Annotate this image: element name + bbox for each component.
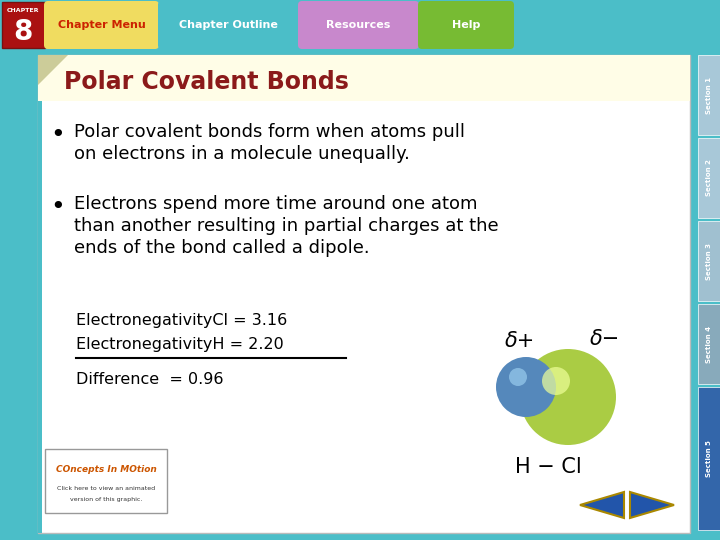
Text: ends of the bond called a dipole.: ends of the bond called a dipole. [74,239,369,257]
Text: •: • [50,195,66,219]
Text: Difference  = 0.96: Difference = 0.96 [76,373,223,388]
Text: Polar Covalent Bonds: Polar Covalent Bonds [64,70,349,94]
FancyBboxPatch shape [38,55,42,533]
FancyBboxPatch shape [0,0,720,52]
Text: ElectronegativityCl = 3.16: ElectronegativityCl = 3.16 [76,313,287,327]
Text: Chapter Outline: Chapter Outline [179,20,278,30]
Text: Section 3: Section 3 [706,242,712,280]
FancyBboxPatch shape [44,1,159,49]
Text: on electrons in a molecule unequally.: on electrons in a molecule unequally. [74,145,410,163]
FancyBboxPatch shape [698,55,720,135]
Polygon shape [580,492,624,518]
FancyBboxPatch shape [698,304,720,384]
FancyBboxPatch shape [698,138,720,218]
Text: Electrons spend more time around one atom: Electrons spend more time around one ato… [74,195,477,213]
Text: δ+: δ+ [505,331,535,351]
Text: •: • [50,123,66,147]
Text: version of this graphic.: version of this graphic. [70,497,142,503]
Text: CHAPTER: CHAPTER [6,9,40,14]
Polygon shape [38,55,68,85]
Text: ElectronegativityH = 2.20: ElectronegativityH = 2.20 [76,338,284,353]
Text: 8: 8 [13,18,32,46]
FancyBboxPatch shape [698,221,720,301]
Text: Section 2: Section 2 [706,159,712,197]
FancyBboxPatch shape [45,449,167,513]
FancyBboxPatch shape [38,55,690,533]
FancyBboxPatch shape [298,1,419,49]
Text: Section 5: Section 5 [706,440,712,477]
Text: Help: Help [452,20,480,30]
Circle shape [509,368,527,386]
Text: Chapter Menu: Chapter Menu [58,20,145,30]
Text: Section 4: Section 4 [706,326,712,362]
Text: COncepts In MOtion: COncepts In MOtion [55,465,156,475]
Circle shape [520,349,616,445]
Text: δ−: δ− [590,329,620,349]
Text: H − Cl: H − Cl [515,457,581,477]
Polygon shape [630,492,674,518]
Text: Polar covalent bonds form when atoms pull: Polar covalent bonds form when atoms pul… [74,123,465,141]
FancyBboxPatch shape [158,1,299,49]
Text: Click here to view an animated: Click here to view an animated [57,485,155,490]
Circle shape [496,357,556,417]
Text: than another resulting in partial charges at the: than another resulting in partial charge… [74,217,499,235]
Circle shape [542,367,570,395]
FancyBboxPatch shape [38,55,690,101]
Text: Resources: Resources [326,20,391,30]
FancyBboxPatch shape [2,2,45,48]
FancyBboxPatch shape [698,387,720,530]
FancyBboxPatch shape [418,1,514,49]
Text: Section 1: Section 1 [706,77,712,113]
